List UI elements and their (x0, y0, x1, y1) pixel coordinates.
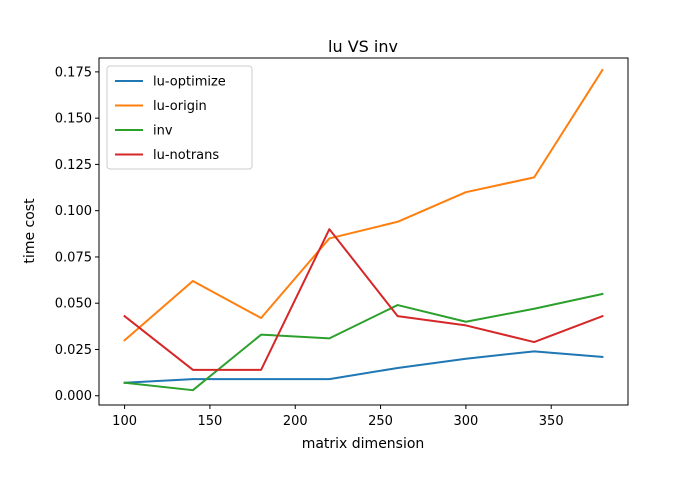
legend-entry: lu-origin (153, 99, 207, 114)
y-tick-label: 0.150 (55, 112, 92, 127)
x-tick-label: 250 (368, 414, 393, 429)
y-axis-label: time cost (22, 198, 38, 264)
legend-box (106, 65, 253, 170)
series-line-lu-optimize (123, 350, 604, 384)
y-tick-label: 0.000 (55, 389, 92, 404)
x-axis-label: matrix dimension (302, 436, 425, 452)
y-tick-label: 0.075 (55, 250, 92, 265)
legend: lu-optimize lu-origin inv lu-notrans (106, 65, 253, 170)
legend-entry: inv (153, 124, 173, 139)
legend-entry: lu-notrans (153, 148, 219, 163)
x-tick-label: 350 (539, 414, 564, 429)
plot-frame (98, 57, 629, 406)
y-tick-label: 0.125 (55, 158, 92, 173)
x-tick-label: 150 (198, 414, 223, 429)
x-tick-label: 300 (453, 414, 478, 429)
chart-title: lu VS inv (328, 37, 398, 56)
series-line-lu-notrans (123, 228, 604, 371)
x-tick-label: 100 (112, 414, 137, 429)
y-tick-label: 0.100 (55, 204, 92, 219)
series-line-inv (123, 292, 604, 392)
series-line-lu-origin (123, 68, 604, 342)
series-lines (123, 68, 604, 392)
legend-entry: lu-optimize (153, 75, 226, 90)
y-axis-ticks: 0.000 0.025 0.050 0.075 0.100 0.125 0.150 0.175 (55, 65, 99, 404)
y-tick-label: 0.050 (55, 297, 92, 312)
x-tick-label: 200 (283, 414, 308, 429)
y-tick-label: 0.175 (55, 65, 92, 80)
x-axis-ticks: 100 150 200 250 300 350 (112, 405, 564, 429)
y-tick-label: 0.025 (55, 343, 92, 358)
